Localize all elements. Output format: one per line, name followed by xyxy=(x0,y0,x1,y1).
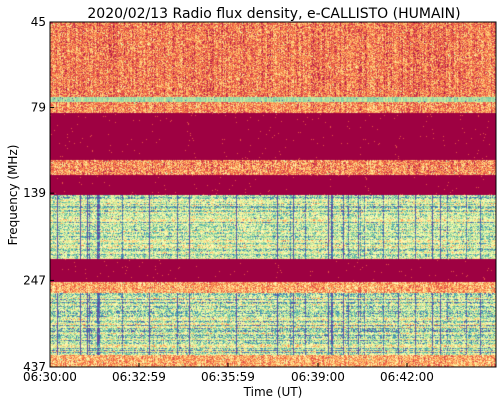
y-tick-label: 247 xyxy=(23,273,46,287)
y-axis-label: Frequency (MHz) xyxy=(6,145,20,246)
x-tick-label: 06:35:59 xyxy=(201,370,255,384)
plot-frame xyxy=(49,21,497,368)
y-tick-label: 139 xyxy=(23,186,46,200)
x-axis: 06:30:00 06:32:59 06:35:59 06:39:00 06:42:00 xyxy=(23,363,434,384)
x-tick-label: 06:32:59 xyxy=(112,370,166,384)
x-tick-label: 06:42:00 xyxy=(380,370,434,384)
x-tick-label: 06:39:00 xyxy=(291,370,345,384)
spectrogram-heatmap xyxy=(50,22,496,367)
plot-area xyxy=(49,21,497,368)
y-axis: 45 79 139 247 437 xyxy=(23,15,54,374)
y-tick-label: 79 xyxy=(31,100,46,114)
chart-title: 2020/02/13 Radio flux density, e-CALLIST… xyxy=(87,6,460,22)
y-tick-label: 437 xyxy=(23,360,46,374)
x-axis-label: Time (UT) xyxy=(243,385,303,399)
y-tick-label: 45 xyxy=(31,15,46,29)
x-tick-label: 06:30:00 xyxy=(23,370,77,384)
